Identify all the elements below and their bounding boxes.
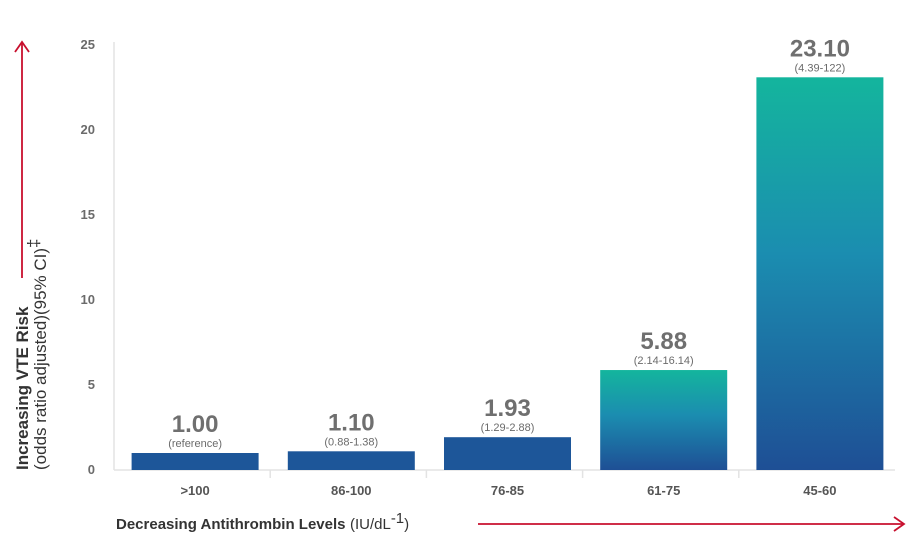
y-axis-ticks: 0 5 10 15 20 25: [81, 37, 95, 477]
y-tick-label: 15: [81, 207, 95, 222]
x-axis-title-bold: Decreasing Antithrombin Levels: [116, 516, 346, 533]
y-axis-arrowhead: [14, 40, 30, 53]
x-axis-title-closing: ): [404, 516, 409, 533]
bar-ci-label: (2.14-16.14): [634, 355, 694, 367]
y-tick-label: 0: [88, 462, 95, 477]
bars: [131, 77, 884, 471]
bar-ci-label: (0.88-1.38): [324, 436, 378, 448]
y-axis-title-regular: (odds ratio adjusted)(95% CI): [31, 248, 50, 470]
bar-labels: 1.00(reference) 1.10(0.88-1.38) 1.93(1.29-…: [168, 35, 850, 450]
bar-value-label: 5.88: [640, 328, 687, 355]
bar-value-label: 1.00: [172, 411, 219, 438]
x-category-label: 61-75: [647, 483, 680, 498]
x-category-label: >100: [180, 483, 209, 498]
bar-ci-label: (reference): [168, 438, 222, 450]
y-axis-subtitle: (odds ratio adjusted)(95% CI)‡: [24, 238, 50, 470]
y-tick-label: 20: [81, 122, 95, 137]
bar-ci-label: (4.39-122): [795, 62, 846, 74]
bar: [600, 370, 728, 470]
y-tick-label: 5: [88, 377, 95, 392]
bar: [287, 451, 415, 470]
bar-value-label: 1.93: [484, 395, 531, 422]
x-axis-arrowhead: [893, 516, 906, 532]
bar-value-label: 23.10: [790, 35, 850, 62]
x-category-label: 86-100: [331, 483, 371, 498]
y-axis-title: Increasing VTE Risk: [13, 306, 32, 470]
y-tick-label: 10: [81, 292, 95, 307]
y-axis-title-bold: Increasing VTE Risk: [13, 306, 32, 470]
x-axis-title-regular: (IU/dL: [350, 516, 391, 533]
bar-ci-label: (1.29-2.88): [481, 422, 535, 434]
bar: [444, 437, 571, 470]
y-tick-label: 25: [81, 37, 95, 52]
bar: [131, 453, 259, 470]
x-axis-categories: >100 86-100 76-85 61-75 45-60: [180, 470, 837, 498]
y-axis-title-superscript: ‡: [24, 238, 43, 247]
x-category-label: 76-85: [491, 483, 524, 498]
x-axis-title-superscript: -1: [391, 510, 404, 527]
bar-value-label: 1.10: [328, 409, 375, 436]
x-axis-title: Decreasing Antithrombin Levels (IU/dL-1): [116, 510, 409, 533]
x-category-label: 45-60: [803, 483, 836, 498]
bar: [756, 77, 884, 471]
